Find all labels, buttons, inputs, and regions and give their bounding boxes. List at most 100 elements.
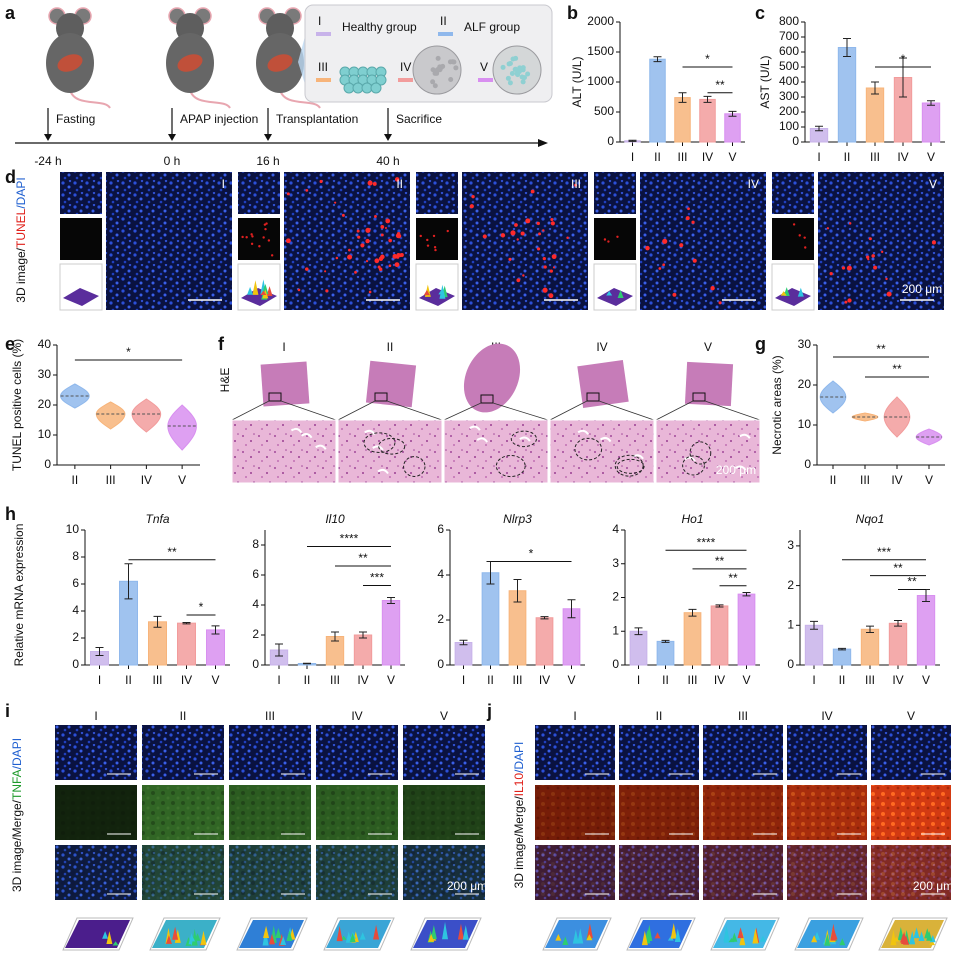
dapi-image: [316, 725, 398, 780]
y-axis-label: Necrotic areas (%): [770, 355, 784, 454]
tunel-signal: [662, 238, 668, 244]
sphere-dot: [519, 74, 525, 80]
y-tick-label: 6: [72, 576, 79, 590]
surface-peak: [737, 927, 744, 939]
surface-peak: [555, 933, 562, 941]
bar: [888, 622, 908, 666]
surface-peak: [811, 935, 818, 943]
significance-label: **: [907, 575, 917, 589]
error-bar: [815, 125, 823, 132]
sphere-dot: [448, 77, 454, 83]
x-tick-label: IV: [141, 473, 152, 487]
zoom-line: [386, 400, 443, 421]
heatmap-peak: [606, 291, 613, 296]
tunel-signal: [380, 233, 384, 237]
zoom-line: [231, 400, 270, 421]
surface-peak: [336, 926, 343, 942]
plot-box: [149, 917, 221, 951]
tunel-signal: [873, 265, 878, 270]
surface-peak: [165, 935, 172, 944]
stain-label-part: TNFA: [10, 769, 24, 800]
tissue-thumb: [577, 360, 629, 408]
y-tick-label: 4: [437, 567, 444, 581]
y-tick-label: 3: [787, 538, 794, 552]
group-label: IV: [748, 177, 759, 191]
heatmap-peak: [247, 286, 254, 295]
surface-peak: [646, 924, 653, 941]
tunel-signal: [378, 256, 384, 261]
inset-tunel: [772, 218, 814, 260]
inset-red: [792, 223, 796, 226]
y-tick-label: 400: [779, 74, 799, 88]
tunel-signal: [536, 221, 540, 226]
bar: [860, 628, 880, 666]
group-label: II: [387, 340, 394, 354]
tunel-signal: [516, 278, 521, 283]
surface-peak: [824, 933, 831, 946]
inset-dapi: [238, 172, 280, 214]
zoom-line: [337, 400, 376, 421]
surface-peak: [200, 930, 207, 945]
y-tick-label: 4: [72, 603, 79, 617]
tunel-signal: [388, 238, 393, 243]
necrotic-outline: [689, 441, 712, 465]
inset-red: [270, 254, 274, 257]
merge-image: [403, 845, 485, 900]
bar: [865, 87, 885, 143]
y-tick-label: 2: [72, 630, 79, 644]
x-tick-label: V: [925, 473, 933, 487]
panel-letter: i: [5, 701, 10, 721]
event-label: Sacrifice: [396, 112, 442, 126]
vessel: [290, 427, 303, 434]
violin: [60, 383, 90, 409]
y-tick-label: 2: [437, 612, 444, 626]
tunel-signal: [367, 180, 373, 186]
stain-label-part: IL10: [512, 773, 526, 797]
group-label: V: [907, 709, 915, 723]
x-tick-label: IV: [897, 150, 908, 164]
error-bar: [871, 81, 879, 95]
heatmap-peak: [423, 289, 430, 296]
inset-dapi: [594, 172, 636, 214]
tissue-thumb: [260, 361, 310, 407]
he-image: [443, 419, 549, 484]
bar: [804, 624, 824, 666]
group-label: II: [656, 709, 663, 723]
significance-label: **: [893, 561, 903, 575]
error-bar: [927, 100, 935, 106]
inset-tunel: [60, 218, 102, 260]
mouse-tail: [279, 89, 321, 109]
tunel-signal: [881, 250, 884, 254]
x-tick-label: I: [637, 673, 640, 687]
tunel-signal: [341, 213, 345, 217]
surface-peak: [172, 926, 179, 940]
legend-swatch: [438, 32, 453, 36]
x-tick-label: II: [72, 473, 79, 487]
vessel: [315, 444, 327, 450]
vessel: [734, 465, 747, 471]
tunel-signal: [530, 189, 535, 194]
y-tick-label: 800: [779, 14, 799, 28]
inset-dapi: [416, 172, 458, 214]
panel-letter: e: [5, 334, 15, 354]
surface-peak: [268, 933, 275, 945]
bar: [683, 612, 702, 666]
error-bar: [866, 625, 874, 633]
surface-peak: [674, 928, 681, 943]
error-bar: [182, 621, 191, 625]
group-label: V: [929, 177, 937, 191]
zoom-line: [598, 400, 655, 421]
x-tick-label: I: [98, 673, 101, 687]
heatmap-peak: [617, 290, 624, 299]
inset-red: [264, 227, 267, 231]
surface-peak: [194, 933, 201, 941]
y-axis-label: ALT (U/L): [570, 57, 584, 108]
sphere-dot: [440, 63, 446, 69]
tunel-signal: [658, 267, 662, 270]
sphere-dot: [500, 64, 506, 70]
y-tick-label: 10: [38, 427, 52, 441]
inset-red: [250, 233, 253, 236]
tunel-signal: [399, 252, 404, 257]
vessel: [377, 468, 389, 475]
inset-dapi: [772, 172, 814, 214]
